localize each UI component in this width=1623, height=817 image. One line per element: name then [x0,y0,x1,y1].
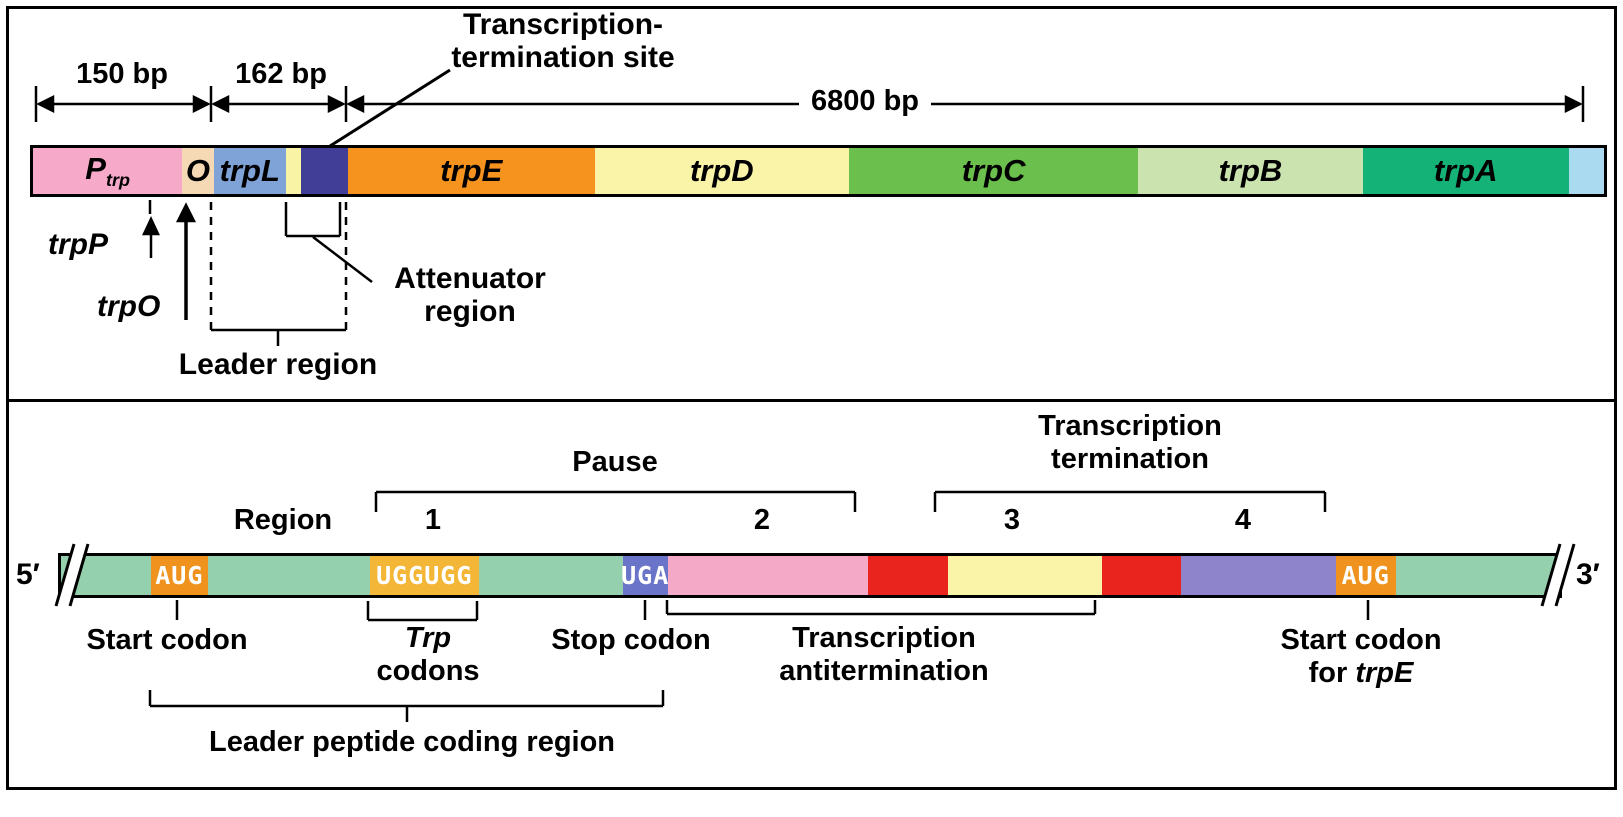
segment-trpB-label: trpB [1218,153,1283,188]
segment-trpE: trpE [347,148,595,194]
transcription-termination-line2: termination [1051,443,1209,475]
three-prime-label: 3′ [1576,558,1600,591]
trp-codons-line2: codons [376,655,480,687]
pause-label: Pause [572,446,658,478]
segment-start-codon-label: AUG [155,561,204,590]
segment-trpA: trpA [1362,148,1569,194]
segment-trpD: trpD [594,148,850,194]
segment-trp-codons: UGGUGG [369,556,479,595]
segment-operator-label: O [185,153,210,188]
termination-site-line1: Transcription- [462,8,664,41]
segment-trp-codons-label: UGGUGG [376,561,473,590]
region-3-label: 3 [1003,504,1021,536]
measure-150-label: 150 bp [76,58,168,90]
attenuator-line1: Attenuator [394,262,546,295]
transcription-termination-label: Transcription termination [1038,410,1222,476]
segment-trpC-label: trpC [961,153,1026,188]
segment-leader-3p [1395,556,1559,595]
segment-region-3 [947,556,1103,595]
segment-trpB: trpB [1138,148,1363,194]
segment-region-4 [1181,556,1336,595]
trp-codons-line1: Trp [404,622,452,654]
operon-map-panel [6,6,1617,402]
segment-trpE-start-codon: AUG [1335,556,1396,595]
segment-operator: O [182,148,214,194]
start-codon-trpe-line2: for trpE [1308,657,1414,689]
region-4-label: 4 [1234,504,1252,536]
start-codon-trpe-label: Start codon for trpE [1280,624,1441,690]
region-2-label: 2 [753,504,771,536]
segment-start-codon: AUG [150,556,208,595]
termination-site-line2: termination site [451,41,675,74]
attenuator-region-label: Attenuator region [394,262,546,328]
attenuator-line2: region [424,295,516,328]
antitermination-line2: antitermination [779,655,989,687]
segment-trpE-label: trpE [440,153,503,188]
segment-red-2 [1102,556,1182,595]
antitermination-label: Transcription antitermination [779,622,988,688]
measure-6800-label: 6800 bp [799,85,931,118]
start-codon-trpe-line1: Start codon [1280,624,1442,656]
antitermination-line1: Transcription [792,622,976,654]
segment-stop-codon-label: UGA [621,561,670,590]
segment-promoter: Ptrp [33,148,183,194]
segment-leader-spacer [285,148,301,194]
segment-trpE-start-codon-label: AUG [1341,561,1390,590]
segment-spacer-1 [207,556,370,595]
region-1-label: 1 [424,504,442,536]
stop-codon-label: Stop codon [551,624,711,656]
segment-attenuator [300,148,348,194]
segment-spacer-2 [478,556,623,595]
mrna-bar: AUG UGGUGG UGA AUG [58,553,1562,598]
trp-codons-label: Trp codons [376,622,479,688]
segment-red-1 [868,556,948,595]
segment-trpD-label: trpD [689,153,754,188]
segment-trpL: trpL [213,148,286,194]
trpO-label: trpO [97,290,161,323]
five-prime-label: 5′ [16,558,40,591]
segment-leader-5p [61,556,151,595]
segment-trpA-label: trpA [1433,153,1498,188]
segment-promoter-label: Ptrp [85,150,130,191]
trpP-label: trpP [48,228,108,261]
segment-trpL-label: trpL [219,153,280,188]
leader-peptide-label: Leader peptide coding region [208,726,616,758]
region-word-label: Region [233,504,333,536]
segment-end-cap [1568,148,1604,194]
termination-site-label: Transcription- termination site [451,8,674,74]
start-codon-label: Start codon [86,624,248,656]
segment-stop-codon: UGA [621,556,670,595]
transcription-termination-line1: Transcription [1038,410,1222,442]
measure-162-label: 162 bp [235,58,327,90]
leader-region-label: Leader region [178,348,378,381]
segment-region-2 [667,556,869,595]
segment-trpC: trpC [849,148,1139,194]
